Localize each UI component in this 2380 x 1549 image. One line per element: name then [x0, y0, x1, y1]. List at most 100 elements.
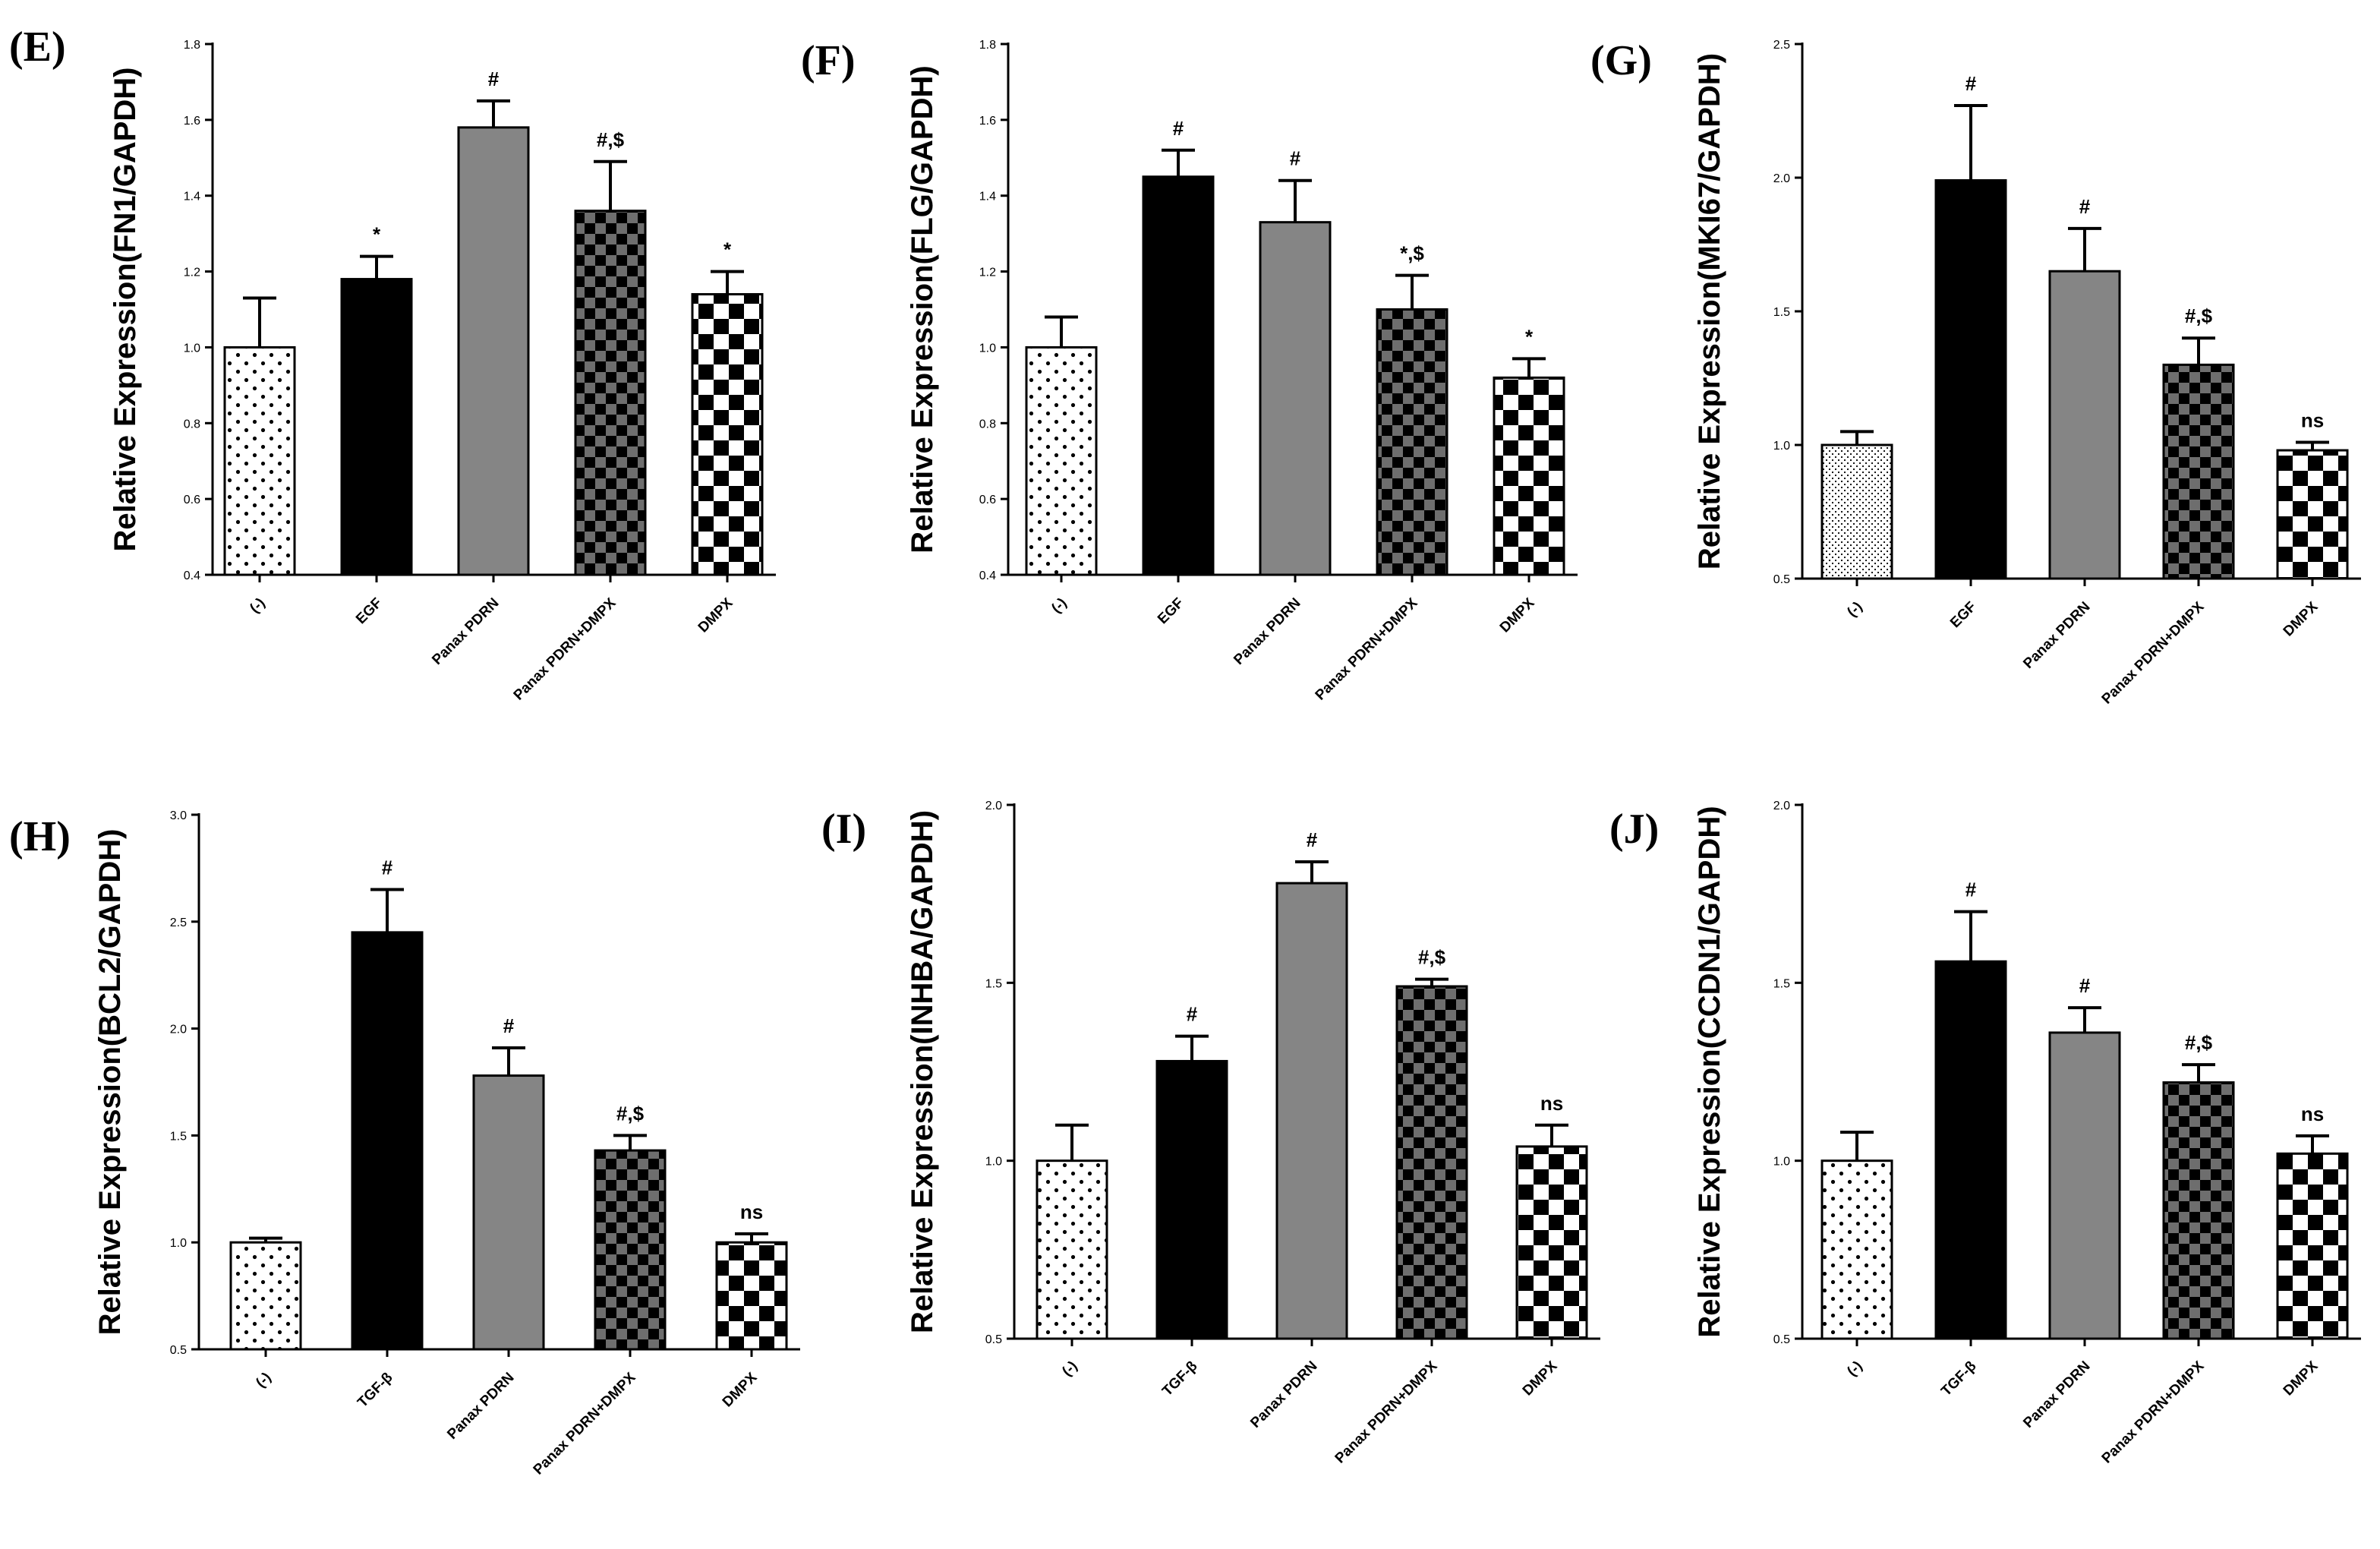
chart-panel-F: (F) Relative Expression(FLG/GAPDH) 0.4 0.6 0… — [801, 37, 1578, 704]
bar-panax-pdrn-dmpx — [574, 210, 647, 576]
y-tick-label: 0.8 — [979, 418, 996, 431]
y-tick-label: 1.0 — [184, 342, 200, 355]
x-category-label: DMPX — [1520, 1358, 1561, 1399]
x-category-label: (-) — [247, 595, 268, 617]
panel-letter: (I) — [821, 806, 866, 853]
chart-panel-H: (H) Relative Expression(BCL2/GAPDH) 0.5 1.0… — [9, 809, 800, 1478]
x-category-label: DMPX — [695, 595, 736, 636]
x-category-label: Panax PDRN+DMPX — [531, 1369, 639, 1478]
x-category-label: DMPX — [2281, 1358, 2322, 1399]
bar-dmpx — [691, 293, 764, 576]
y-tick-label: 1.5 — [1773, 977, 1790, 990]
bar-tgf — [1155, 1059, 1228, 1340]
significance-label: *,$ — [1400, 242, 1424, 265]
panel-letter: (J) — [1609, 806, 1659, 853]
y-tick-label: 1.4 — [979, 191, 996, 203]
significance-label: # — [1307, 828, 1318, 851]
x-category-label: TGF-β — [1159, 1358, 1200, 1399]
bar-control — [1820, 443, 1893, 580]
x-category-label: TGF-β — [355, 1370, 396, 1411]
y-tick-label: 1.2 — [979, 267, 996, 279]
y-axis-label: Relative Expression(FN1/GAPDH) — [109, 68, 142, 552]
bar-panax-pdrn — [472, 1074, 545, 1351]
y-tick-label: 0.6 — [184, 494, 200, 506]
y-tick-label: 0.5 — [1773, 1333, 1790, 1346]
significance-label: * — [373, 223, 381, 246]
x-category-label: DMPX — [1497, 595, 1538, 636]
x-category-label: EGF — [353, 595, 385, 627]
chart-panel-G: (G) Relative Expression(MKI67/GAPDH) 0.5 1.… — [1590, 37, 2361, 708]
bar-tgf — [351, 931, 424, 1351]
y-tick-label: 2.5 — [170, 916, 187, 929]
x-category-label: DMPX — [2281, 598, 2322, 639]
y-tick-label: 2.5 — [1773, 39, 1790, 52]
y-tick-label: 1.5 — [170, 1130, 187, 1143]
panel-letter: (E) — [9, 24, 66, 71]
x-category-label: Panax PDRN — [429, 595, 502, 668]
bar-panax-pdrn — [2048, 270, 2121, 580]
significance-label: # — [2079, 974, 2091, 997]
x-category-label: Panax PDRN — [1247, 1358, 1320, 1431]
y-tick-label: 3.0 — [170, 809, 187, 822]
significance-label: # — [503, 1014, 515, 1037]
x-category-label: Panax PDRN+DMPX — [1332, 1358, 1441, 1466]
x-category-label: Panax PDRN+DMPX — [2099, 598, 2208, 707]
chart-panel-I: (I) Relative Expression(INHBA/GAPDH) 0.5 1.… — [821, 800, 1600, 1467]
y-tick-label: 1.4 — [184, 191, 200, 203]
significance-label: ns — [740, 1200, 763, 1223]
significance-label: # — [382, 857, 393, 879]
significance-label: * — [723, 238, 732, 261]
bar-egf — [340, 278, 413, 576]
y-tick-label: 0.6 — [979, 494, 996, 506]
significance-label: ns — [2301, 409, 2324, 431]
x-category-label: (-) — [1844, 599, 1865, 620]
panel-letter: (G) — [1590, 37, 1652, 84]
significance-label: #,$ — [2185, 1031, 2213, 1054]
x-category-label: Panax PDRN+DMPX — [511, 595, 619, 703]
y-tick-label: 1.2 — [184, 267, 200, 279]
x-category-label: Panax PDRN — [1231, 595, 1303, 668]
significance-label: ns — [2301, 1103, 2324, 1125]
y-tick-label: 2.0 — [1773, 172, 1790, 185]
bar-control — [229, 1241, 302, 1351]
significance-label: # — [1965, 72, 1977, 95]
bar-tgf — [1934, 960, 2007, 1340]
significance-label: #,$ — [597, 128, 625, 151]
bar-dmpx — [2276, 1152, 2349, 1340]
x-category-label: EGF — [1947, 599, 1979, 631]
bar-panax-pdrn-dmpx — [1376, 308, 1448, 576]
y-tick-label: 2.0 — [1773, 800, 1790, 812]
y-axis-label: Relative Expression(INHBA/GAPDH) — [906, 810, 939, 1333]
x-category-label: EGF — [1155, 595, 1187, 627]
y-axis-label: Relative Expression(FLG/GAPDH) — [906, 65, 939, 553]
bar-panax-pdrn — [1259, 221, 1332, 576]
x-category-label: Panax PDRN — [444, 1370, 517, 1443]
y-tick-label: 0.5 — [170, 1344, 187, 1357]
bar-panax-pdrn — [1275, 882, 1348, 1340]
y-tick-label: 0.8 — [184, 418, 200, 431]
significance-label: #,$ — [1418, 946, 1446, 969]
panel-letter: (H) — [9, 813, 71, 860]
bar-egf — [1934, 179, 2007, 580]
significance-label: # — [1173, 117, 1184, 140]
y-tick-label: 1.5 — [985, 977, 1002, 990]
significance-label: * — [1525, 325, 1534, 348]
bar-panax-pdrn-dmpx — [594, 1149, 667, 1351]
significance-label: # — [1965, 879, 1977, 901]
significance-label: #,$ — [616, 1102, 645, 1125]
y-tick-label: 1.6 — [184, 115, 200, 128]
x-category-label: (-) — [1048, 595, 1070, 617]
x-category-label: Panax PDRN — [2020, 1358, 2093, 1431]
significance-label: # — [1290, 147, 1301, 170]
y-tick-label: 1.0 — [1773, 1156, 1790, 1169]
bar-panax-pdrn-dmpx — [2162, 363, 2235, 580]
y-tick-label: 1.6 — [979, 115, 996, 128]
panel-letter: (F) — [801, 37, 856, 84]
bar-control — [1036, 1159, 1108, 1340]
y-tick-label: 2.0 — [170, 1024, 187, 1036]
significance-label: # — [1187, 1003, 1198, 1026]
bar-panax-pdrn-dmpx — [1395, 985, 1468, 1340]
y-tick-label: 0.5 — [985, 1333, 1002, 1346]
y-tick-label: 1.5 — [1773, 306, 1790, 319]
